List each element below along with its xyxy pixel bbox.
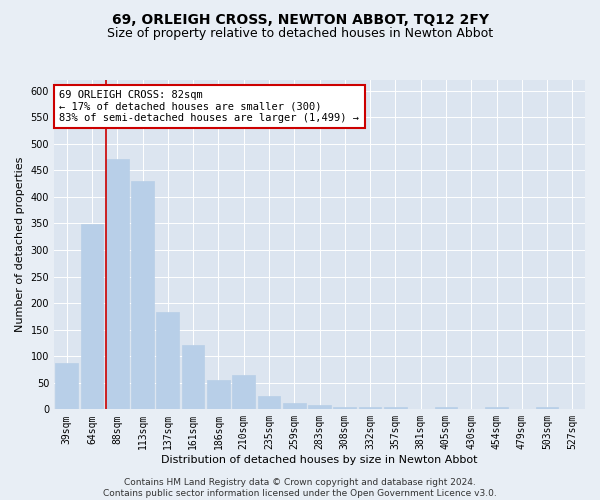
- Text: 69, ORLEIGH CROSS, NEWTON ABBOT, TQ12 2FY: 69, ORLEIGH CROSS, NEWTON ABBOT, TQ12 2F…: [112, 12, 488, 26]
- Bar: [308, 405, 331, 409]
- Bar: [257, 396, 280, 409]
- Bar: [80, 224, 103, 410]
- Bar: [182, 344, 205, 410]
- Bar: [485, 407, 508, 410]
- Bar: [131, 181, 154, 410]
- Bar: [434, 406, 457, 410]
- Y-axis label: Number of detached properties: Number of detached properties: [15, 157, 25, 332]
- Bar: [55, 362, 78, 410]
- Bar: [232, 375, 255, 410]
- Bar: [207, 380, 230, 410]
- Text: 69 ORLEIGH CROSS: 82sqm
← 17% of detached houses are smaller (300)
83% of semi-d: 69 ORLEIGH CROSS: 82sqm ← 17% of detache…: [59, 90, 359, 123]
- Bar: [283, 403, 305, 409]
- Bar: [359, 406, 382, 410]
- Text: Size of property relative to detached houses in Newton Abbot: Size of property relative to detached ho…: [107, 28, 493, 40]
- Bar: [536, 406, 559, 410]
- Bar: [384, 407, 407, 410]
- Bar: [334, 406, 356, 410]
- Bar: [157, 312, 179, 410]
- Bar: [106, 158, 128, 410]
- Text: Contains HM Land Registry data © Crown copyright and database right 2024.
Contai: Contains HM Land Registry data © Crown c…: [103, 478, 497, 498]
- X-axis label: Distribution of detached houses by size in Newton Abbot: Distribution of detached houses by size …: [161, 455, 478, 465]
